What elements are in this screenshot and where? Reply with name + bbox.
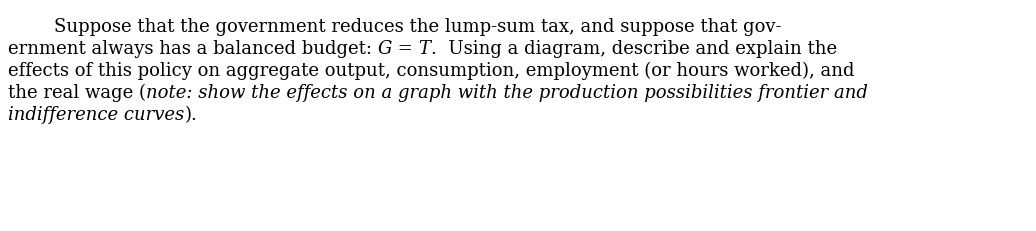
Text: note: show the effects on a graph with the production possibilities frontier and: note: show the effects on a graph with t… (146, 84, 868, 102)
Text: .  Using a diagram, describe and explain the: . Using a diagram, describe and explain … (431, 40, 837, 58)
Text: ).: ). (184, 106, 197, 123)
Text: the real wage (: the real wage ( (8, 84, 146, 102)
Text: T: T (419, 40, 431, 58)
Text: effects of this policy on aggregate output, consumption, employment (or hours wo: effects of this policy on aggregate outp… (8, 62, 855, 80)
Text: Suppose that the government reduces the lump-sum tax, and suppose that gov-: Suppose that the government reduces the … (8, 18, 781, 36)
Text: indifference curves: indifference curves (8, 106, 184, 123)
Text: =: = (392, 40, 419, 58)
Text: ernment always has a balanced budget:: ernment always has a balanced budget: (8, 40, 378, 58)
Text: G: G (378, 40, 392, 58)
